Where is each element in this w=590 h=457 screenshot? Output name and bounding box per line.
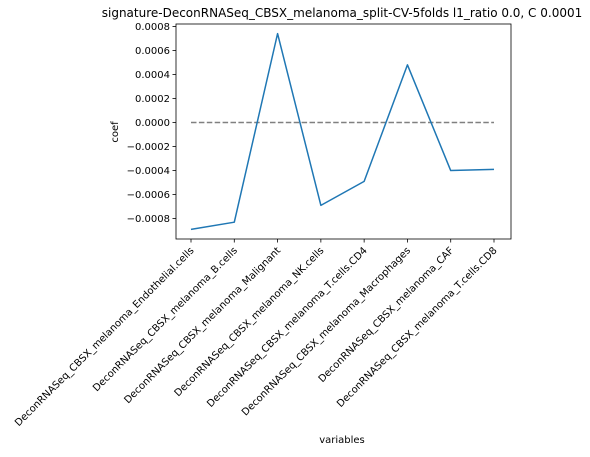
x-tick-label: DeconRNASeq_CBSX_melanoma_T.cells.CD4: [205, 245, 370, 410]
plot-area: [176, 24, 511, 239]
x-tick-label: DeconRNASeq_CBSX_melanoma_Endothelial.ce…: [13, 245, 197, 429]
y-tick-label: 0.0006: [135, 46, 170, 57]
y-axis-label: coef: [110, 121, 121, 143]
x-tick-label: DeconRNASeq_CBSX_melanoma_T.cells.CD8: [335, 245, 500, 410]
y-tick-label: −0.0008: [127, 214, 170, 225]
x-axis-label: variables: [319, 435, 365, 446]
chart-title: signature-DeconRNASeq_CBSX_melanoma_spli…: [102, 6, 583, 20]
y-tick-label: −0.0006: [127, 190, 170, 201]
x-axis: DeconRNASeq_CBSX_melanoma_Endothelial.ce…: [13, 239, 500, 429]
x-tick-label: DeconRNASeq_CBSX_melanoma_NK.cells: [173, 245, 327, 399]
x-tick-label: DeconRNASeq_CBSX_melanoma_Malignant: [122, 245, 283, 406]
y-tick-label: −0.0004: [127, 166, 170, 177]
y-tick-label: 0.0002: [135, 94, 170, 105]
x-tick-label: DeconRNASeq_CBSX_melanoma_Macrophages: [240, 245, 413, 418]
y-tick-label: 0.0000: [135, 118, 170, 129]
plot-frame: [176, 24, 511, 239]
y-tick-label: 0.0004: [135, 70, 170, 81]
y-tick-label: 0.0008: [135, 22, 170, 33]
y-tick-label: −0.0002: [127, 142, 170, 153]
y-axis: −0.0008 −0.0006 −0.0004 −0.0002 0.0000 0.0002…: [127, 22, 176, 225]
